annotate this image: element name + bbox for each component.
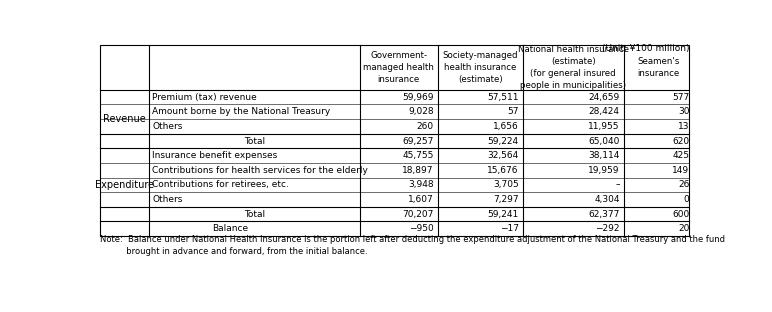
Text: 70,207: 70,207 <box>402 210 434 219</box>
Bar <box>100 45 689 236</box>
Text: 11,955: 11,955 <box>588 122 620 131</box>
Text: Premium (tax) revenue: Premium (tax) revenue <box>152 93 257 102</box>
Text: Amount borne by the National Treasury: Amount borne by the National Treasury <box>152 107 330 116</box>
Text: 62,377: 62,377 <box>588 210 620 219</box>
Text: 425: 425 <box>672 151 689 160</box>
Text: Others: Others <box>152 122 183 131</box>
Text: 57: 57 <box>507 107 519 116</box>
Text: 620: 620 <box>672 137 689 145</box>
Text: 65,040: 65,040 <box>588 137 620 145</box>
Text: (Unit: ¥100 million): (Unit: ¥100 million) <box>602 44 689 53</box>
Text: Note:  Balance under National Health Insurance is the portion left after deducti: Note: Balance under National Health Insu… <box>100 235 726 256</box>
Text: 149: 149 <box>672 166 689 175</box>
Text: 20: 20 <box>678 224 689 233</box>
Text: Total: Total <box>244 210 265 219</box>
Text: 7,297: 7,297 <box>493 195 519 204</box>
Text: 600: 600 <box>672 210 689 219</box>
Text: 18,897: 18,897 <box>402 166 434 175</box>
Text: 69,257: 69,257 <box>402 137 434 145</box>
Text: Total: Total <box>244 137 265 145</box>
Text: 45,755: 45,755 <box>402 151 434 160</box>
Text: 19,959: 19,959 <box>588 166 620 175</box>
Text: 1,607: 1,607 <box>408 195 434 204</box>
Text: 3,948: 3,948 <box>408 180 434 189</box>
Text: 59,241: 59,241 <box>488 210 519 219</box>
Text: 577: 577 <box>672 93 689 102</box>
Text: Society-managed
health insurance
(estimate): Society-managed health insurance (estima… <box>442 51 518 84</box>
Text: Expenditure: Expenditure <box>95 180 154 190</box>
Text: −950: −950 <box>409 224 434 233</box>
Text: 15,676: 15,676 <box>487 166 519 175</box>
Text: 3,705: 3,705 <box>493 180 519 189</box>
Text: Contributions for health services for the elderly: Contributions for health services for th… <box>152 166 368 175</box>
Text: 13: 13 <box>678 122 689 131</box>
Text: 57,511: 57,511 <box>487 93 519 102</box>
Text: 26: 26 <box>678 180 689 189</box>
Text: 30: 30 <box>678 107 689 116</box>
Text: Revenue: Revenue <box>103 114 146 124</box>
Text: Insurance benefit expenses: Insurance benefit expenses <box>152 151 278 160</box>
Text: 4,304: 4,304 <box>594 195 620 204</box>
Text: 260: 260 <box>417 122 434 131</box>
Text: 28,424: 28,424 <box>588 107 620 116</box>
Text: 24,659: 24,659 <box>588 93 620 102</box>
Text: Contributions for retirees, etc.: Contributions for retirees, etc. <box>152 180 290 189</box>
Text: 59,969: 59,969 <box>402 93 434 102</box>
Text: 59,224: 59,224 <box>488 137 519 145</box>
Text: –: – <box>615 180 620 189</box>
Text: 38,114: 38,114 <box>588 151 620 160</box>
Text: National health insurance
(estimate)
(for general insured
people in municipaliti: National health insurance (estimate) (fo… <box>517 45 628 90</box>
Text: 1,656: 1,656 <box>493 122 519 131</box>
Text: 32,564: 32,564 <box>488 151 519 160</box>
Text: Seamen's
insurance: Seamen's insurance <box>637 57 679 78</box>
Text: −292: −292 <box>595 224 620 233</box>
Text: Balance: Balance <box>212 224 249 233</box>
Text: 0: 0 <box>684 195 689 204</box>
Text: Others: Others <box>152 195 183 204</box>
Text: Government-
managed health
insurance: Government- managed health insurance <box>364 51 434 84</box>
Text: 9,028: 9,028 <box>408 107 434 116</box>
Text: −17: −17 <box>500 224 519 233</box>
